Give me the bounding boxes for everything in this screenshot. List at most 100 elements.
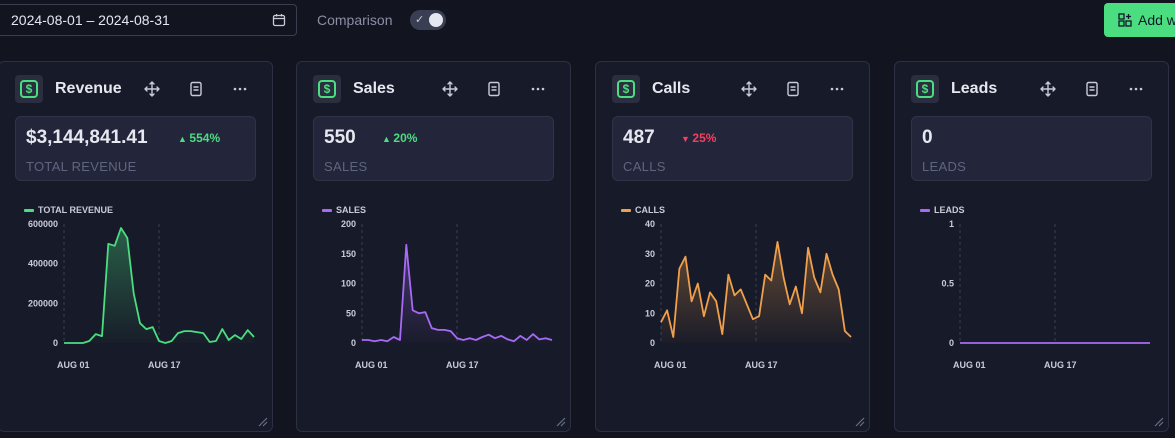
- kpi-delta: ▲ 20%: [382, 131, 417, 145]
- date-range-value: 2024-08-01 – 2024-08-31: [11, 12, 170, 28]
- dollar-icon: $: [15, 75, 43, 103]
- more-options-icon[interactable]: [530, 81, 546, 97]
- kpi-box: 550 ▲ 20% SALES: [313, 116, 554, 181]
- kpi-delta-value: 554%: [189, 131, 221, 145]
- kpi-box: 0 LEADS: [911, 116, 1152, 181]
- series-line: [660, 241, 852, 338]
- series-line: [64, 227, 255, 344]
- calendar-icon[interactable]: [272, 13, 286, 27]
- y-tick-label: 600000: [28, 219, 58, 229]
- legend-swatch: [621, 208, 631, 212]
- dollar-icon: $: [313, 75, 341, 103]
- widget-card-revenue: $ Revenue $3,144,841.41 ▲ 554% TOTAL REVENUE…: [0, 61, 273, 432]
- more-options-icon[interactable]: [232, 81, 248, 97]
- comparison-toggle[interactable]: ✓: [410, 10, 446, 30]
- notes-icon[interactable]: [188, 81, 204, 97]
- chart-legend: TOTAL REVENUE: [24, 205, 113, 215]
- kpi-label: SALES: [324, 159, 368, 174]
- legend-label: CALLS: [635, 205, 665, 215]
- widget-card-sales: $ Sales 550 ▲ 20% SALES SALES 0 50 100 150 200 AUG …: [296, 61, 571, 432]
- move-icon[interactable]: [741, 81, 757, 97]
- widget-card-calls: $ Calls 487 ▼ 25% CALLS CALLS 0 10 20 30 40 AUG 01 A…: [595, 61, 870, 432]
- y-tick-label: 400000: [28, 259, 58, 269]
- kpi-box: $3,144,841.41 ▲ 554% TOTAL REVENUE: [15, 116, 256, 181]
- series-area: [661, 241, 851, 343]
- widget-header: $ Revenue: [15, 75, 288, 105]
- y-tick-label: 0: [53, 338, 58, 348]
- kpi-label: TOTAL REVENUE: [26, 159, 137, 174]
- series-line: [362, 243, 553, 343]
- comparison-label: Comparison: [317, 12, 393, 28]
- check-icon: ✓: [415, 14, 425, 26]
- dollar-icon: $: [911, 75, 939, 103]
- arrow-up-icon: ▲: [382, 134, 394, 144]
- chart: 0 200000 400000 600000 AUG 01 AUG 17: [28, 219, 255, 370]
- kpi-value: 550: [324, 127, 356, 148]
- legend-swatch: [322, 208, 332, 212]
- legend-label: TOTAL REVENUE: [38, 205, 114, 215]
- dollar-glyph: $: [617, 80, 635, 98]
- y-tick-label: 0: [351, 338, 356, 348]
- more-options-icon[interactable]: [1128, 81, 1144, 97]
- widget-title: Revenue: [55, 80, 122, 97]
- toolbar: 2024-08-01 – 2024-08-31 Comparison ✓ Add…: [0, 0, 1175, 46]
- kpi-delta-value: 20%: [393, 131, 418, 145]
- move-icon[interactable]: [1040, 81, 1056, 97]
- x-tick-label: AUG 01: [654, 360, 687, 370]
- kpi-value: $3,144,841.41: [26, 127, 148, 148]
- widget-title: Sales: [353, 80, 395, 97]
- y-tick-label: 0: [949, 338, 954, 348]
- kpi-value: 0: [922, 127, 933, 148]
- kpi-label: CALLS: [623, 159, 666, 174]
- y-tick-label: 50: [346, 308, 356, 318]
- chart: 0 50 100 150 200 AUG 01 AUG 17: [341, 219, 553, 370]
- add-widget-icon: [1118, 13, 1132, 27]
- chart: 0 0.5 1 AUG 01 AUG 17: [941, 219, 1150, 370]
- widget-header: $ Leads: [911, 75, 1175, 105]
- y-tick-label: 0.5: [941, 279, 954, 289]
- x-tick-label: AUG 17: [745, 360, 778, 370]
- x-tick-label: AUG 01: [953, 360, 986, 370]
- dollar-glyph: $: [20, 80, 38, 98]
- x-tick-label: AUG 17: [1044, 360, 1077, 370]
- series-area: [64, 228, 254, 343]
- legend-swatch: [920, 208, 930, 212]
- resize-handle-icon[interactable]: [556, 417, 566, 427]
- move-icon[interactable]: [144, 81, 160, 97]
- chart-legend: SALES: [322, 205, 366, 215]
- dollar-glyph: $: [916, 80, 934, 98]
- x-tick-label: AUG 01: [355, 360, 388, 370]
- chart: 0 10 20 30 40 AUG 01 AUG 17: [645, 219, 852, 370]
- add-widget-button[interactable]: Add w: [1104, 3, 1175, 37]
- y-tick-label: 20: [645, 279, 655, 289]
- notes-icon[interactable]: [486, 81, 502, 97]
- widget-card-leads: $ Leads 0 LEADS LEADS 0 0.5 1 AUG 01 AUG 17: [894, 61, 1169, 432]
- widget-title: Leads: [951, 80, 998, 97]
- resize-handle-icon[interactable]: [1154, 417, 1164, 427]
- date-range-picker[interactable]: 2024-08-01 – 2024-08-31: [0, 4, 297, 36]
- move-icon[interactable]: [442, 81, 458, 97]
- y-tick-label: 200: [341, 219, 356, 229]
- y-tick-label: 150: [341, 249, 356, 259]
- kpi-delta: ▼ 25%: [681, 131, 716, 145]
- kpi-delta-value: 25%: [692, 131, 717, 145]
- widget-header: $ Sales: [313, 75, 586, 105]
- y-tick-label: 30: [645, 249, 655, 259]
- y-tick-label: 200000: [28, 298, 58, 308]
- y-tick-label: 100: [341, 279, 356, 289]
- resize-handle-icon[interactable]: [855, 417, 865, 427]
- arrow-up-icon: ▲: [178, 134, 190, 144]
- resize-handle-icon[interactable]: [258, 417, 268, 427]
- kpi-label: LEADS: [922, 159, 967, 174]
- more-options-icon[interactable]: [829, 81, 845, 97]
- y-tick-label: 10: [645, 308, 655, 318]
- notes-icon[interactable]: [1084, 81, 1100, 97]
- widget-title: Calls: [652, 80, 691, 97]
- widget-header: $ Calls: [612, 75, 885, 105]
- kpi-delta: ▲ 554%: [178, 131, 220, 145]
- legend-label: SALES: [336, 205, 367, 215]
- chart-legend: CALLS: [621, 205, 665, 215]
- x-tick-label: AUG 01: [57, 360, 90, 370]
- notes-icon[interactable]: [785, 81, 801, 97]
- kpi-value: 487: [623, 127, 655, 148]
